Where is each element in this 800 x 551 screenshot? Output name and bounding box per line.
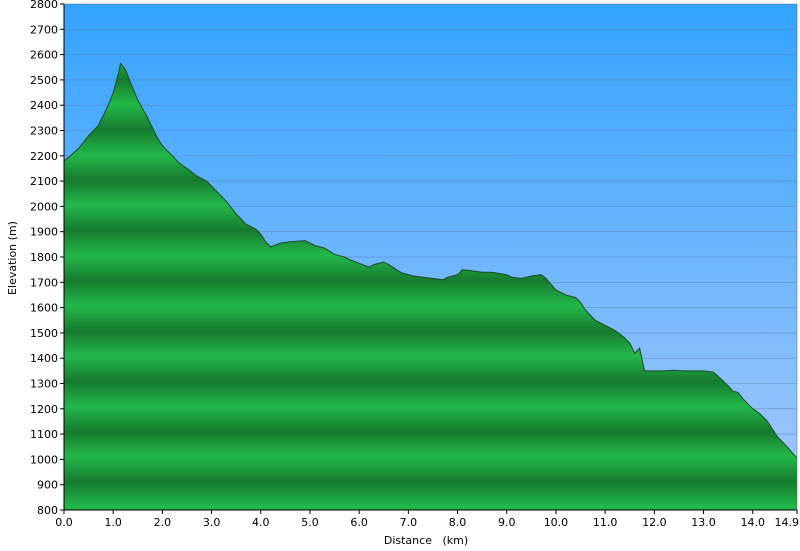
y-tick-label: 1000 [30, 453, 58, 466]
x-tick-label: 0.0 [55, 516, 73, 529]
y-tick-label: 2200 [30, 150, 58, 163]
y-tick-label: 2400 [30, 99, 58, 112]
x-tick-label: 6.0 [350, 516, 368, 529]
y-tick-label: 2500 [30, 74, 58, 87]
y-tick-label: 2700 [30, 23, 58, 36]
y-tick-label: 1400 [30, 352, 58, 365]
x-tick-label: 11.0 [593, 516, 618, 529]
y-axis-title: Elevation (m) [6, 221, 19, 295]
x-tick-label: 1.0 [104, 516, 122, 529]
x-tick-label: 13.0 [691, 516, 716, 529]
y-axis-ticks: 800 900 1000 1100 1200 1300 1400 1500 1600 1700 18… [30, 0, 64, 517]
x-tick-label: 14.0 [740, 516, 765, 529]
x-axis-title: Distance (km) [384, 534, 468, 547]
x-axis-ticks: 0.0 1.0 2.0 3.0 4.0 5.0 6.0 7.0 8.0 9.0 10.0 11.0 12… [55, 510, 799, 529]
x-tick-label: 14.9 [775, 516, 800, 529]
y-tick-label: 1200 [30, 403, 58, 416]
x-tick-label: 9.0 [498, 516, 516, 529]
y-tick-label: 800 [37, 504, 58, 517]
y-tick-label: 1900 [30, 226, 58, 239]
y-tick-label: 1800 [30, 251, 58, 264]
elevation-area [64, 63, 797, 510]
y-tick-label: 1500 [30, 327, 58, 340]
y-tick-label: 2600 [30, 49, 58, 62]
y-tick-label: 1600 [30, 302, 58, 315]
x-tick-label: 10.0 [544, 516, 569, 529]
x-tick-label: 4.0 [252, 516, 270, 529]
x-tick-label: 7.0 [400, 516, 418, 529]
x-tick-label: 5.0 [301, 516, 319, 529]
y-tick-label: 1300 [30, 378, 58, 391]
y-tick-label: 2300 [30, 125, 58, 138]
y-tick-label: 900 [37, 479, 58, 492]
y-tick-label: 2800 [30, 0, 58, 11]
y-tick-label: 1700 [30, 276, 58, 289]
x-tick-label: 2.0 [154, 516, 172, 529]
elevation-line [64, 62, 797, 459]
x-tick-label: 3.0 [203, 516, 221, 529]
y-tick-label: 2100 [30, 175, 58, 188]
x-tick-label: 12.0 [642, 516, 667, 529]
y-tick-label: 2000 [30, 200, 58, 213]
y-tick-label: 1100 [30, 428, 58, 441]
x-tick-label: 8.0 [449, 516, 467, 529]
